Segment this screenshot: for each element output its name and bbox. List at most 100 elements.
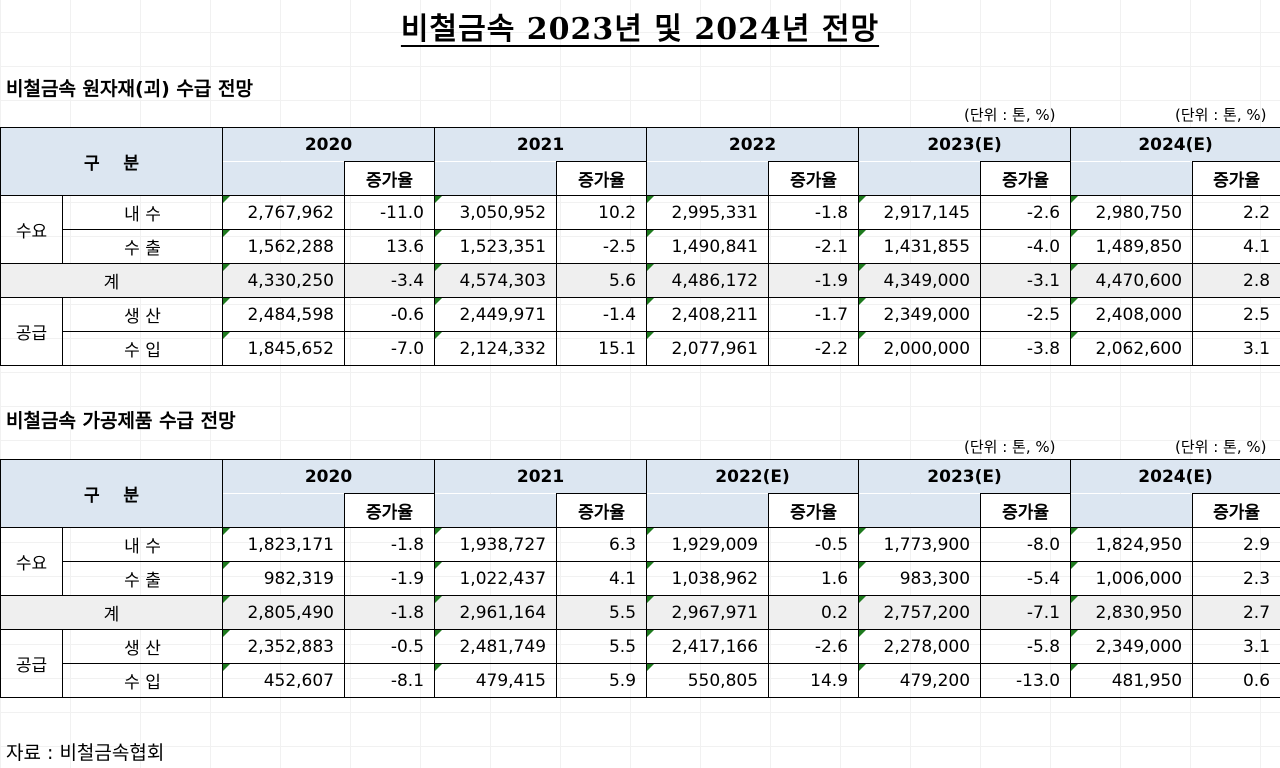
row-label: 수 출 <box>62 561 223 596</box>
amount-cell: 1,929,009 <box>646 527 770 562</box>
growth-rate-cell: 2.9 <box>1192 527 1280 562</box>
table-row: 계 2,805,490 -1.8 2,961,164 5.5 2,967,971 0.2 2,… <box>0 595 1280 630</box>
year-header: 2023(E) <box>858 127 1072 162</box>
year-label: 2020 <box>304 134 353 155</box>
year-label: 2021 <box>516 134 565 155</box>
unit-label: (단위 : 톤, %) <box>1175 438 1267 456</box>
growth-rate-cell: 3.1 <box>1192 331 1280 366</box>
amount-cell: 1,489,850 <box>1070 229 1194 264</box>
year-label: 2024(E) <box>1138 466 1213 487</box>
growth-rate-cell: -2.2 <box>768 331 860 366</box>
growth-rate-header: 증가율 <box>343 493 436 528</box>
year-label: 2023(E) <box>927 466 1002 487</box>
growth-rate-cell: -2.1 <box>768 229 860 264</box>
amount-cell: 2,352,883 <box>222 629 345 664</box>
growth-rate-header: 증가율 <box>768 493 860 528</box>
year-header: 2020 <box>221 127 436 162</box>
year-header: 2022(E) <box>646 459 860 494</box>
growth-rate-cell: -5.8 <box>980 629 1072 664</box>
amount-cell: 2,349,000 <box>858 297 982 332</box>
growth-rate-cell: -0.5 <box>343 629 436 664</box>
growth-rate-cell: 2.2 <box>1192 195 1280 230</box>
table-row: 수 입 452,607 -8.1 479,415 5.9 550,805 14.9 479,2… <box>1 663 1280 698</box>
growth-rate-cell: 5.5 <box>556 595 648 630</box>
amount-cell: 1,823,171 <box>222 527 345 562</box>
amount-cell: 4,330,250 <box>222 263 345 298</box>
amount-cell: 550,805 <box>646 663 770 698</box>
amount-cell: 2,124,332 <box>434 331 558 366</box>
row-label: 내 수 <box>62 195 223 230</box>
supply-group-label: 공급 <box>0 629 63 698</box>
growth-rate-header: 증가율 <box>1192 493 1280 528</box>
growth-rate-cell: 6.3 <box>556 527 648 562</box>
growth-rate-cell: 4.1 <box>556 561 648 596</box>
table-row: 수 입 1,845,652 -7.0 2,124,332 15.1 2,077,961 -2… <box>1 331 1280 366</box>
table-row: 수 출 1,562,288 13.6 1,523,351 -2.5 1,490,841 -2… <box>1 229 1280 264</box>
year-header-blank <box>222 161 345 196</box>
year-label: 2020 <box>304 466 353 487</box>
supply-demand-table-raw-materials: 구 분 2020 2021 2022 2023(E) 2024(E) 증가율 증가율 증가율 증가… <box>0 127 1280 366</box>
row-label: 생 산 <box>62 297 223 332</box>
growth-rate-header: 증가율 <box>1192 161 1280 196</box>
growth-rate-cell: 5.5 <box>556 629 648 664</box>
growth-rate-cell: -1.9 <box>343 561 436 596</box>
growth-rate-cell: -13.0 <box>980 663 1072 698</box>
amount-cell: 2,449,971 <box>434 297 558 332</box>
year-header: 2024(E) <box>1070 459 1280 494</box>
section-title-processed-products: 비철금속 가공제품 수급 전망 <box>6 410 236 432</box>
growth-rate-cell: 13.6 <box>343 229 436 264</box>
growth-rate-cell: 2.5 <box>1192 297 1280 332</box>
year-header-blank <box>1070 161 1194 196</box>
amount-cell: 1,431,855 <box>858 229 982 264</box>
growth-rate-header: 증가율 <box>980 493 1072 528</box>
growth-rate-cell: -5.4 <box>980 561 1072 596</box>
amount-cell: 2,278,000 <box>858 629 982 664</box>
amount-cell: 2,967,971 <box>646 595 770 630</box>
growth-rate-cell: -2.6 <box>980 195 1072 230</box>
growth-rate-cell: -2.6 <box>768 629 860 664</box>
amount-cell: 4,470,600 <box>1070 263 1194 298</box>
year-header-blank <box>222 493 345 528</box>
growth-rate-cell: -1.8 <box>768 195 860 230</box>
amount-cell: 2,830,950 <box>1070 595 1194 630</box>
demand-group-label: 수요 <box>0 195 63 264</box>
demand-group-label: 수요 <box>0 527 63 596</box>
year-label: 2023(E) <box>927 134 1002 155</box>
unit-label: (단위 : 톤, %) <box>964 106 1056 124</box>
growth-rate-cell: 14.9 <box>768 663 860 698</box>
row-label: 수 출 <box>62 229 223 264</box>
amount-cell: 1,562,288 <box>222 229 345 264</box>
supply-group-label: 공급 <box>0 297 63 366</box>
year-header-blank <box>858 493 982 528</box>
amount-cell: 2,805,490 <box>222 595 345 630</box>
unit-label: (단위 : 톤, %) <box>1175 106 1267 124</box>
amount-cell: 2,961,164 <box>434 595 558 630</box>
supply-demand-table-processed-products: 구 분 2020 2021 2022(E) 2023(E) 2024(E) 증가율 증가율 증가… <box>0 459 1280 698</box>
year-header: 2021 <box>434 459 648 494</box>
year-label: 2022(E) <box>715 466 790 487</box>
year-header: 2022 <box>646 127 860 162</box>
amount-cell: 2,917,145 <box>858 195 982 230</box>
year-header-blank <box>434 161 558 196</box>
growth-rate-header: 증가율 <box>768 161 860 196</box>
unit-label: (단위 : 톤, %) <box>964 438 1056 456</box>
table-row: 공급 생 산 2,352,883 -0.5 2,481,749 5.5 2,417,166-… <box>0 629 1280 698</box>
table-row: 수요 내 수 2,767,962 -11.0 3,050,952 10.2 2,995,33… <box>0 195 1280 264</box>
growth-rate-cell: -1.8 <box>343 527 436 562</box>
category-header: 구 분 <box>0 127 223 196</box>
year-label: 2021 <box>516 466 565 487</box>
year-header-blank <box>858 161 982 196</box>
amount-cell: 452,607 <box>222 663 345 698</box>
amount-cell: 1,006,000 <box>1070 561 1194 596</box>
amount-cell: 1,490,841 <box>646 229 770 264</box>
growth-rate-cell: 1.6 <box>768 561 860 596</box>
year-header: 2020 <box>221 459 436 494</box>
growth-rate-cell: -2.5 <box>556 229 648 264</box>
year-header: 2023(E) <box>858 459 1072 494</box>
amount-cell: 2,077,961 <box>646 331 770 366</box>
amount-cell: 3,050,952 <box>434 195 558 230</box>
amount-cell: 481,950 <box>1070 663 1194 698</box>
table-row: 수 출 982,319 -1.9 1,022,437 4.1 1,038,962 1.6 98… <box>1 561 1280 596</box>
total-row-label: 계 <box>0 263 223 298</box>
growth-rate-cell: -11.0 <box>343 195 436 230</box>
